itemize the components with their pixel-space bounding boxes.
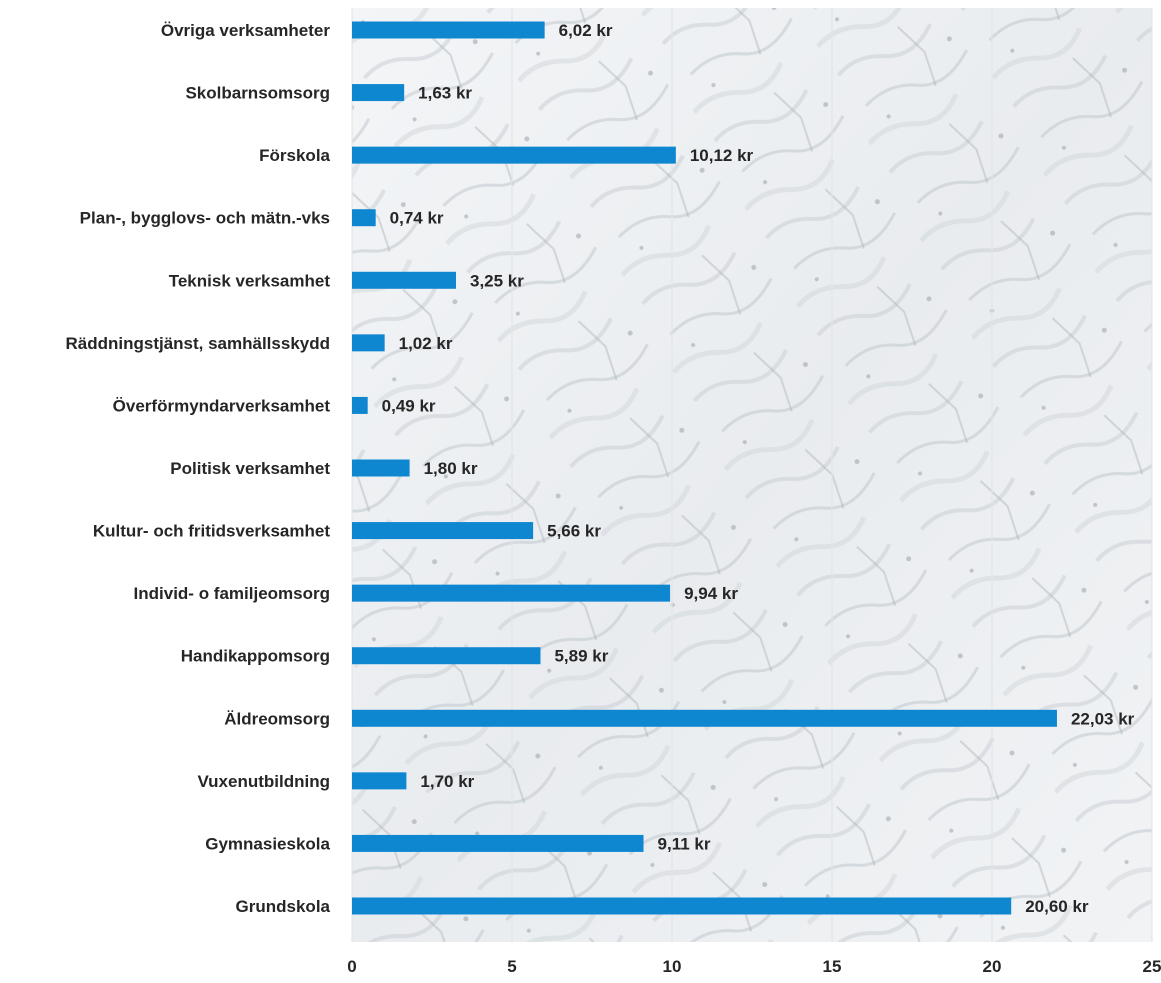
bar-4 <box>352 271 456 289</box>
value-label-9: 9,94 kr <box>684 584 738 603</box>
bars <box>352 21 1057 915</box>
x-axis-ticks: 0 5 10 15 20 25 <box>347 957 1161 976</box>
x-tick-label-4: 20 <box>983 957 1002 976</box>
value-label-11: 22,03 kr <box>1071 709 1135 728</box>
category-label-11: Äldreomsorg <box>224 709 330 728</box>
value-label-3: 0,74 kr <box>390 209 444 228</box>
value-label-1: 1,63 kr <box>418 84 472 103</box>
value-label-5: 1,02 kr <box>399 334 453 353</box>
x-tick-label-2: 10 <box>663 957 682 976</box>
plot-background <box>352 8 1152 942</box>
x-tick-label-0: 0 <box>347 957 356 976</box>
category-label-7: Politisk verksamhet <box>170 459 330 478</box>
bar-1 <box>352 84 405 102</box>
bar-13 <box>352 834 644 852</box>
value-label-12: 1,70 kr <box>420 772 474 791</box>
value-label-0: 6,02 kr <box>559 21 613 40</box>
category-labels: Övriga verksamheter Skolbarnsomsorg Försko… <box>65 21 330 916</box>
value-label-8: 5,66 kr <box>547 522 601 541</box>
bar-12 <box>352 772 407 790</box>
value-label-14: 20,60 kr <box>1025 897 1089 916</box>
category-label-2: Förskola <box>259 146 330 165</box>
bar-0 <box>352 21 545 39</box>
x-tick-label-1: 5 <box>507 957 516 976</box>
bar-14 <box>352 897 1012 915</box>
plot-area-texture <box>352 8 1152 942</box>
category-label-0: Övriga verksamheter <box>161 21 331 40</box>
value-label-4: 3,25 kr <box>470 271 524 290</box>
category-label-14: Grundskola <box>236 897 331 916</box>
bar-3 <box>352 209 376 227</box>
category-label-4: Teknisk verksamhet <box>169 271 331 290</box>
bar-2 <box>352 146 676 164</box>
value-label-10: 5,89 kr <box>554 647 608 666</box>
category-label-3: Plan-, bygglovs- och mätn.-vks <box>80 209 330 228</box>
category-label-10: Handikappomsorg <box>181 647 330 666</box>
category-label-12: Vuxenutbildning <box>197 772 330 791</box>
bar-9 <box>352 584 671 602</box>
bar-6 <box>352 396 368 414</box>
category-label-5: Räddningstjänst, samhällsskydd <box>65 334 330 353</box>
category-label-13: Gymnasieskola <box>205 834 330 853</box>
category-label-8: Kultur- och fritidsverksamhet <box>93 522 330 541</box>
bar-5 <box>352 334 385 352</box>
value-label-7: 1,80 kr <box>424 459 478 478</box>
bar-7 <box>352 459 410 477</box>
value-label-13: 9,11 kr <box>658 834 711 853</box>
value-labels: 6,02 kr 1,63 kr 10,12 kr 0,74 kr 3,25 kr 1,02… <box>382 21 1135 916</box>
category-label-6: Överförmyndarverksamhet <box>113 396 331 415</box>
x-tick-label-5: 25 <box>1143 957 1161 976</box>
category-label-9: Individ- o familjeomsorg <box>134 584 330 603</box>
value-label-2: 10,12 kr <box>690 146 754 165</box>
x-tick-label-3: 15 <box>823 957 842 976</box>
value-label-6: 0,49 kr <box>382 396 436 415</box>
bar-11 <box>352 709 1057 727</box>
category-label-1: Skolbarnsomsorg <box>185 84 330 103</box>
bar-8 <box>352 522 534 540</box>
bar-10 <box>352 647 541 665</box>
